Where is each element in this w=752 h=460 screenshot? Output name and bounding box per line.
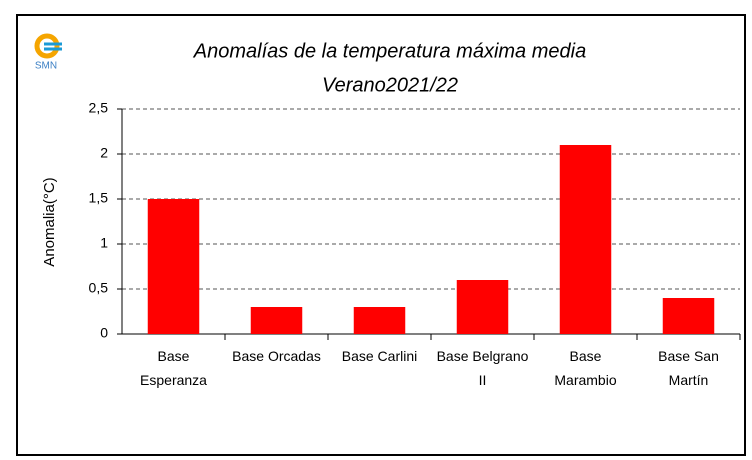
y-tick-label: 0 [100,325,108,341]
y-tick-label: 2 [100,145,108,161]
x-tick-label: Base Belgrano II [436,348,529,388]
x-tick-label: Base Esperanza [140,348,207,388]
bar [250,307,303,334]
bar [559,145,612,334]
x-tick-label: Base Orcadas [232,348,321,364]
y-tick-label: 1 [100,235,108,251]
chart-subtitle: Verano2021/22 [322,74,458,96]
x-tick-label: Base Marambio [554,348,617,388]
y-tick-label: 2,5 [89,100,109,116]
logo-icon [34,33,60,59]
y-tick-label: 1,5 [89,190,109,206]
chart-title: Anomalías de la temperatura máxima media [193,40,586,62]
y-tick-label: 0,5 [89,280,109,296]
bar [456,280,509,334]
logo-waves [44,42,62,51]
bar [147,199,200,334]
chart-border [16,14,746,456]
bar [353,307,406,334]
y-axis-label: Anomalia(°C) [41,177,58,266]
x-tick-label: Base Carlini [341,348,418,364]
x-tick-label: Base San Martín [658,348,719,388]
bar [662,298,715,334]
logo-text: SMN [35,61,57,72]
